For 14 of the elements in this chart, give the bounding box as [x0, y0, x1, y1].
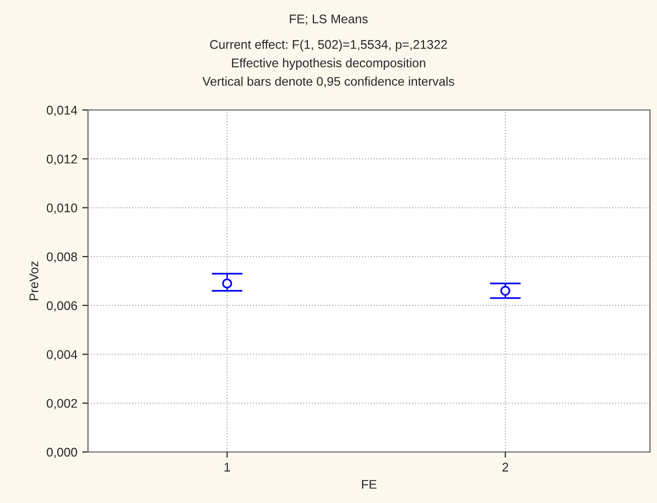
- x-tick-label: 1: [224, 462, 230, 472]
- x-axis-title: FE: [362, 480, 376, 489]
- y-tick-label: 0,012: [46, 154, 77, 165]
- y-tick-label: 0,014: [46, 106, 78, 116]
- chart-subtitle: Current effect: F(1, 502)=1,5534, p=,21322 Effective hypothesis decomposition Vertical bars denote 0,95 confidence intervals: [202, 40, 454, 88]
- x-tick-label: 2: [502, 462, 508, 472]
- y-axis-title: PreVoz: [30, 261, 38, 300]
- y-tick-label: 0,000: [46, 448, 78, 458]
- y-tick-label: 0,002: [46, 398, 77, 410]
- chart-title: FE; LS Means: [290, 14, 368, 25]
- y-tick-label: 0,004: [46, 350, 78, 360]
- y-tick-label: 0,006: [46, 301, 78, 312]
- y-tick-label: 0,008: [46, 252, 78, 263]
- y-tick-label: 0,010: [46, 204, 78, 214]
